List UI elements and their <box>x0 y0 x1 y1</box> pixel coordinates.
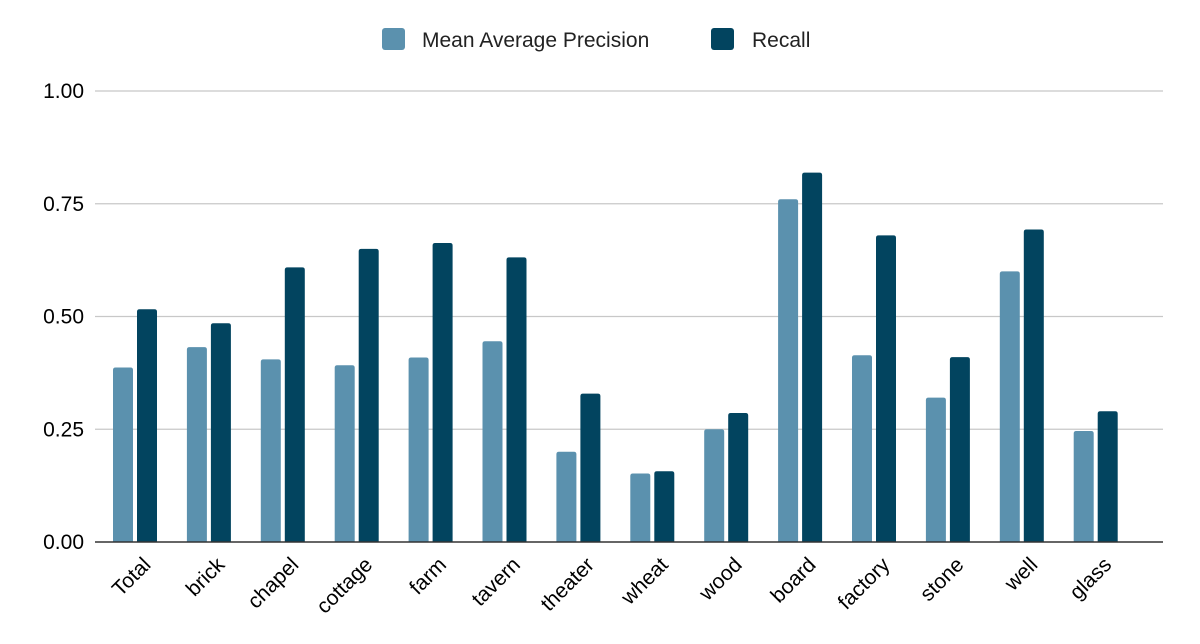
x-tick-label: farm <box>405 553 451 599</box>
x-tick-label: theater <box>536 553 599 616</box>
x-tick-label: wood <box>694 553 746 605</box>
y-axis-ticks: 0.00 0.25 0.50 0.75 1.00 <box>43 80 84 554</box>
x-tick-label: chapel <box>243 553 303 613</box>
bar-map-well <box>999 271 1020 542</box>
y-tick-label: 0.00 <box>43 531 84 554</box>
bar-recall-wheat <box>654 471 675 542</box>
x-tick-label: brick <box>182 553 230 601</box>
bar-recall-factory <box>876 235 896 542</box>
bar-map-factory <box>852 355 872 542</box>
bar-map-board <box>778 199 799 543</box>
y-tick-label: 0.25 <box>43 418 84 441</box>
chart-legend: Mean Average Precision Recall <box>382 28 810 52</box>
bar-map-glass <box>1073 431 1094 542</box>
bar-recall-theater <box>580 393 601 542</box>
x-tick-label: stone <box>916 553 969 606</box>
bar-recall-board <box>802 172 823 543</box>
bar-recall-well <box>1023 229 1044 542</box>
bar-map-wood <box>704 429 725 542</box>
y-tick-label: 0.75 <box>43 193 84 216</box>
x-axis-labels: Total brick chapel cottage farm tavern theater… <box>108 553 1116 618</box>
bar-map-theater <box>556 451 577 542</box>
bar-map-cottage <box>334 365 355 542</box>
y-tick-label: 1.00 <box>43 80 84 103</box>
x-tick-label: wheat <box>616 553 673 610</box>
x-tick-label: factory <box>834 553 895 614</box>
x-tick-label: glass <box>1065 553 1116 604</box>
x-tick-label: board <box>766 553 820 607</box>
y-tick-label: 0.50 <box>43 306 84 329</box>
bar-recall-brick <box>210 323 231 542</box>
bar-recall-glass <box>1097 411 1118 542</box>
bar-map-chapel <box>260 359 281 542</box>
bar-map-brick <box>186 347 207 542</box>
legend-swatch <box>711 28 734 50</box>
bar-recall-cottage <box>358 248 379 542</box>
bar-map-tavern <box>482 341 503 542</box>
bar-recall-farm <box>432 242 453 542</box>
bar-map-stone <box>925 397 946 542</box>
bar-recall-Total <box>137 309 157 542</box>
bar-map-farm <box>408 357 429 542</box>
bar-recall-chapel <box>284 267 305 542</box>
legend-swatch <box>382 28 405 50</box>
bar-recall-stone <box>949 357 970 542</box>
bar-recall-tavern <box>506 257 527 542</box>
x-tick-label: cottage <box>312 553 377 618</box>
x-tick-label: Total <box>108 553 156 601</box>
bar-map-Total <box>113 367 133 542</box>
bar-recall-wood <box>728 413 749 542</box>
legend-label: Recall <box>752 29 810 52</box>
bars <box>113 172 1118 543</box>
y-gridlines <box>95 90 1163 430</box>
legend-label: Mean Average Precision <box>422 29 649 52</box>
bar-map-wheat <box>630 473 651 542</box>
x-tick-label: well <box>1000 553 1043 596</box>
x-tick-label: tavern <box>467 553 525 611</box>
